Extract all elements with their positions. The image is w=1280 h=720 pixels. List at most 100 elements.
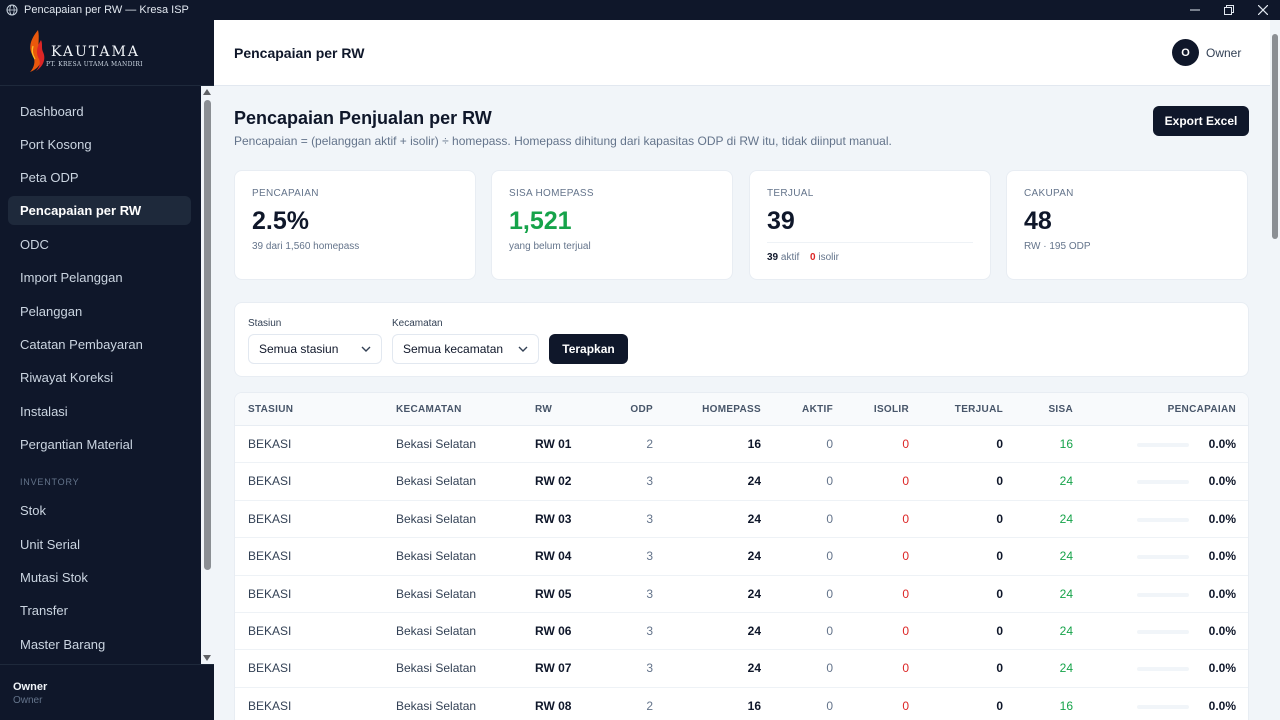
th-terjual[interactable]: TERJUAL — [954, 404, 1003, 415]
cell-terjual: 0 — [996, 586, 1003, 601]
th-pencapaian[interactable]: PENCAPAIAN — [1167, 404, 1236, 415]
stat-value: 1,521 — [509, 207, 572, 235]
th-kecamatan[interactable]: KECAMATAN — [396, 404, 462, 415]
table-row[interactable]: BEKASI Bekasi Selatan RW 05 3 24 0 0 0 24 0.0% — [235, 576, 1248, 613]
cell-kecamatan: Bekasi Selatan — [396, 474, 477, 489]
sidebar-item-instalasi[interactable]: Instalasi — [20, 404, 68, 419]
stat-label: CAKUPAN — [1024, 188, 1074, 199]
cell-sisa: 24 — [1059, 474, 1073, 489]
close-icon — [1258, 5, 1268, 15]
main-scrollbar[interactable] — [1270, 20, 1280, 720]
cell-aktif: 0 — [826, 437, 833, 451]
kecamatan-select[interactable]: Semua kecamatan — [392, 334, 539, 364]
sidebar-item-import-pelanggan[interactable]: Import Pelanggan — [20, 270, 123, 285]
stat-sub: RW · 195 ODP — [1024, 241, 1091, 252]
cell-stasiun: BEKASI — [248, 661, 292, 676]
stasiun-select-value: Semua stasiun — [259, 342, 339, 356]
stasiun-select[interactable]: Semua stasiun — [248, 334, 382, 364]
sidebar-item-mutasi-stok[interactable]: Mutasi Stok — [20, 570, 88, 585]
sidebar-item-catatan-pembayaran[interactable]: Catatan Pembayaran — [20, 337, 143, 352]
sidebar-item-peta-odp[interactable]: Peta ODP — [20, 170, 79, 185]
scroll-down-arrow-icon[interactable] — [203, 655, 211, 661]
brand-logo[interactable]: KAUTAMA PT. KRESA UTAMA MANDIRI — [0, 20, 214, 86]
th-isolir[interactable]: ISOLIR — [873, 404, 909, 415]
sidebar-item-master-barang[interactable]: Master Barang — [20, 637, 106, 652]
cell-kecamatan: Bekasi Selatan — [396, 698, 477, 713]
avatar[interactable]: O — [1172, 39, 1199, 66]
sidebar-item-transfer[interactable]: Transfer — [20, 603, 68, 618]
cell-odp: 3 — [646, 474, 653, 489]
cell-odp: 2 — [646, 698, 653, 713]
cell-sisa: 24 — [1059, 511, 1073, 526]
cell-homepass: 24 — [747, 474, 761, 489]
title-bar: Pencapaian per RW — Kresa ISP — [0, 0, 1280, 20]
cell-terjual: 0 — [996, 437, 1003, 451]
sidebar-item-unit-serial[interactable]: Unit Serial — [20, 537, 80, 552]
header-user-name[interactable]: Owner — [1206, 46, 1242, 60]
restore-icon — [1224, 5, 1234, 15]
sidebar-scrollbar[interactable] — [201, 86, 214, 664]
cell-pencapaian: 0.0% — [1208, 474, 1236, 489]
cell-rw: RW 05 — [535, 586, 572, 601]
sidebar-item-stok[interactable]: Stok — [20, 503, 47, 518]
sidebar-item-pergantian-material[interactable]: Pergantian Material — [20, 437, 133, 452]
scroll-up-arrow-icon[interactable] — [203, 89, 211, 95]
cell-homepass: 24 — [747, 586, 761, 601]
top-bar: Pencapaian per RW O Owner — [214, 20, 1270, 86]
table-row[interactable]: BEKASI Bekasi Selatan RW 01 2 16 0 0 0 16 0.0% — [235, 426, 1248, 464]
export-excel-button[interactable]: Export Excel — [1153, 106, 1249, 136]
kecamatan-select-value: Semua kecamatan — [403, 342, 504, 356]
maximize-button[interactable] — [1212, 0, 1246, 20]
th-aktif[interactable]: AKTIF — [802, 404, 833, 415]
cell-aktif: 0 — [826, 474, 833, 489]
brand-subtitle: PT. KRESA UTAMA MANDIRI — [46, 61, 143, 68]
table-row[interactable]: BEKASI Bekasi Selatan RW 06 3 24 0 0 0 24 0.0% — [235, 613, 1248, 651]
th-stasiun[interactable]: STASIUN — [248, 404, 294, 415]
table-row[interactable]: BEKASI Bekasi Selatan RW 02 3 24 0 0 0 24 0.0% — [235, 463, 1248, 501]
table-row[interactable]: BEKASI Bekasi Selatan RW 07 3 24 0 0 0 24 0.0% — [235, 650, 1248, 688]
sidebar-item-port-kosong[interactable]: Port Kosong — [20, 137, 92, 152]
table-row[interactable]: BEKASI Bekasi Selatan RW 08 2 16 0 0 0 16 0.0% — [235, 688, 1248, 720]
stat-breakdown: 39 aktif 0 isolir — [767, 252, 839, 263]
cell-pencapaian: 0.0% — [1208, 698, 1236, 713]
progress-bar — [1137, 667, 1189, 672]
kecamatan-label: Kecamatan — [392, 318, 443, 329]
stat-label: SISA HOMEPASS — [509, 188, 594, 199]
sidebar-item-riwayat-koreksi[interactable]: Riwayat Koreksi — [20, 370, 114, 385]
main-scroll-thumb[interactable] — [1272, 34, 1278, 239]
table-row[interactable]: BEKASI Bekasi Selatan RW 04 3 24 0 0 0 24 0.0% — [235, 538, 1248, 576]
minimize-icon — [1190, 9, 1200, 11]
cell-kecamatan: Bekasi Selatan — [396, 549, 477, 564]
sidebar-item-pelanggan[interactable]: Pelanggan — [20, 304, 83, 319]
cell-aktif: 0 — [826, 549, 833, 564]
sidebar-item-pencapaian-per-rw[interactable]: Pencapaian per RW — [8, 196, 191, 225]
th-sisa[interactable]: SISA — [1048, 404, 1073, 415]
th-odp[interactable]: ODP — [630, 404, 653, 415]
cell-sisa: 24 — [1059, 586, 1073, 601]
cell-terjual: 0 — [996, 474, 1003, 489]
terapkan-button[interactable]: Terapkan — [549, 334, 628, 364]
cell-sisa: 24 — [1059, 661, 1073, 676]
progress-bar — [1137, 630, 1189, 634]
sidebar-item-odc[interactable]: ODC — [20, 237, 49, 252]
cell-rw: RW 01 — [535, 437, 572, 451]
th-homepass[interactable]: HOMEPASS — [702, 404, 761, 415]
stat-card-cakupan: CAKUPAN 48 RW · 195 ODP — [1006, 170, 1248, 280]
aktif-label: aktif — [780, 252, 800, 263]
globe-icon — [6, 4, 18, 16]
table-header: STASIUN KECAMATAN RW ODP HOMEPASS AKTIF … — [235, 393, 1248, 426]
cell-kecamatan: Bekasi Selatan — [396, 437, 477, 451]
cell-aktif: 0 — [826, 661, 833, 676]
close-button[interactable] — [1246, 0, 1280, 20]
cell-aktif: 0 — [826, 698, 833, 713]
cell-kecamatan: Bekasi Selatan — [396, 586, 477, 601]
table-row[interactable]: BEKASI Bekasi Selatan RW 03 3 24 0 0 0 24 0.0% — [235, 501, 1248, 539]
th-rw[interactable]: RW — [535, 404, 553, 415]
sidebar-user[interactable]: Owner Owner — [0, 664, 214, 720]
cell-isolir: 0 — [902, 511, 909, 526]
sidebar-scroll-thumb[interactable] — [204, 100, 211, 570]
cell-stasiun: BEKASI — [248, 586, 292, 601]
minimize-button[interactable] — [1178, 0, 1212, 20]
sidebar-item-dashboard[interactable]: Dashboard — [20, 104, 84, 119]
cell-stasiun: BEKASI — [248, 549, 292, 564]
